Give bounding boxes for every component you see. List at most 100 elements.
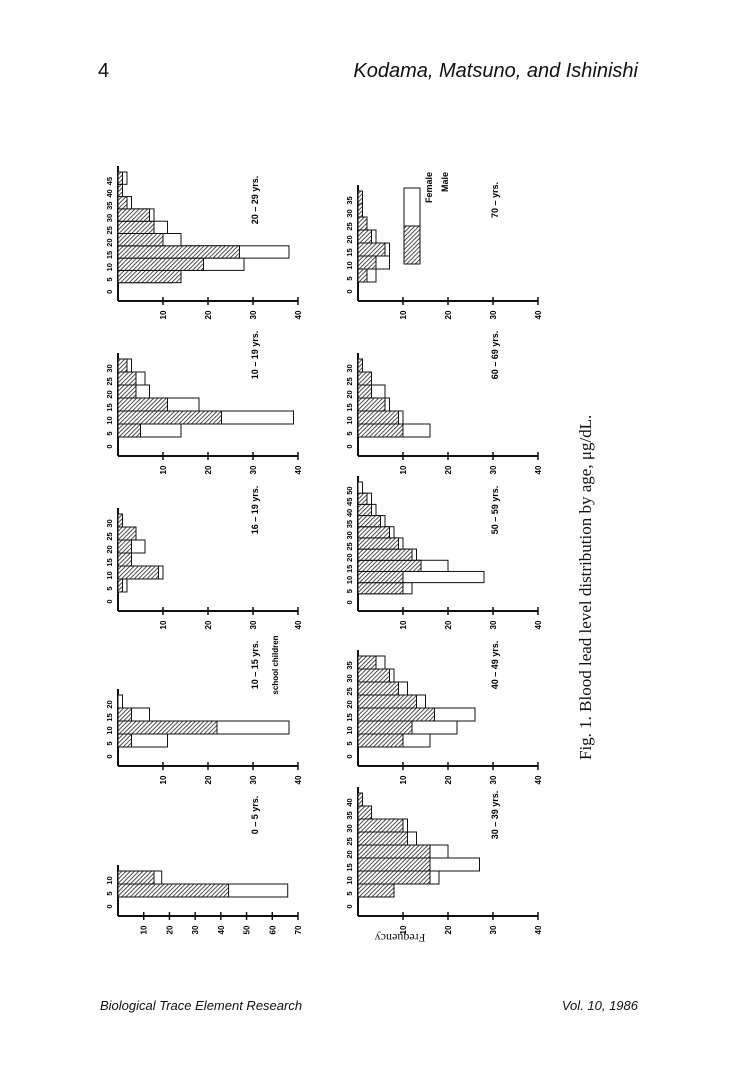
category-tick-label: 35 [105,202,114,210]
frequency-tick-label: 20 [204,620,213,629]
bar-male [357,397,386,412]
panel-title: 0 – 5 yrs. [250,796,260,835]
frequency-tick-label: 10 [140,925,149,934]
panel-title: 60 – 69 yrs. [490,331,500,380]
frequency-tick-label: 40 [217,925,226,934]
frequency-tick-label: 10 [399,465,408,474]
frequency-tick-label: 30 [249,775,258,784]
category-tick-label: 25 [345,377,354,385]
bar-male [117,883,230,898]
frequency-tick-label: 20 [444,465,453,474]
category-tick-label: 10 [345,261,354,269]
bar-male [117,358,128,373]
category-tick-label: 20 [345,390,354,398]
category-tick-label: 35 [345,196,354,204]
bar-male [357,358,363,373]
frequency-tick-label: 10 [159,310,168,319]
category-tick-label: 15 [345,863,354,871]
legend-male-swatch [403,225,421,265]
panel-title: 70 – yrs. [490,182,500,218]
category-tick-label: 40 [345,509,354,517]
panel-title: 10 – 15 yrs. [250,641,260,690]
bar-male [117,707,132,722]
bar-male [357,733,404,748]
panel-title: 50 – 59 yrs. [490,486,500,535]
category-tick-label: 25 [105,377,114,385]
category-tick-label: 20 [345,700,354,708]
bar-male [357,384,372,399]
legend-female-swatch [403,187,421,227]
bar-male [117,565,159,580]
category-tick-label: 30 [105,214,114,222]
bar-male [117,384,137,399]
frequency-tick-label: 10 [399,620,408,629]
category-tick-label: 20 [105,238,114,246]
frequency-tick-label: 10 [399,775,408,784]
legend: Female Male [403,172,450,265]
bar-male [357,268,368,283]
frequency-tick-label: 20 [204,465,213,474]
frequency-tick-label: 30 [191,925,200,934]
frequency-tick-label: 20 [204,775,213,784]
category-tick-label: 0 [105,444,114,448]
frequency-tick-label: 30 [249,465,258,474]
bar-male [117,220,155,234]
frequency-tick-label: 40 [534,620,543,629]
category-tick-label: 15 [105,251,114,259]
category-tick-label: 0 [345,289,354,293]
category-tick-label: 0 [345,444,354,448]
category-tick-label: 25 [105,226,114,234]
bar-male [357,548,413,561]
category-tick-label: 5 [345,891,354,895]
y-axis-label: Frequency [374,931,426,945]
bar-male [357,870,431,885]
bar-male [357,720,413,735]
category-tick-label: 35 [345,661,354,669]
category-tick-label: 35 [345,520,354,528]
category-tick-label: 25 [345,837,354,845]
frequency-tick-label: 30 [249,620,258,629]
legend-female-label: Female [424,172,434,203]
frequency-tick-label: 30 [489,775,498,784]
running-header-authors: Kodama, Matsuno, and Ishinishi [353,60,638,82]
bar-male [117,733,132,748]
bar-male [357,818,404,833]
bar-male [357,229,372,244]
category-tick-label: 0 [345,600,354,604]
category-tick-label: 25 [345,542,354,550]
bar-male [117,410,222,425]
frequency-tick-label: 40 [534,925,543,934]
frequency-tick-label: 40 [294,465,303,474]
bar-male [357,844,431,859]
frequency-tick-label: 60 [268,925,277,934]
bar-male [357,371,372,386]
category-tick-label: 0 [345,904,354,908]
frequency-tick-label: 10 [159,775,168,784]
bar-male [357,503,372,517]
bar-male [117,371,137,386]
category-tick-label: 10 [105,876,114,884]
bar-male [357,668,390,683]
footer-journal: Biological Trace Element Research [100,998,303,1013]
bar-male [357,216,368,231]
category-tick-label: 15 [345,713,354,721]
category-tick-label: 35 [345,811,354,819]
category-tick-label: 40 [345,798,354,806]
bar-male [357,410,399,425]
category-tick-label: 5 [105,586,114,590]
category-tick-label: 30 [345,531,354,539]
category-tick-label: 5 [345,276,354,280]
category-tick-label: 10 [345,876,354,884]
category-tick-label: 0 [105,599,114,603]
category-tick-label: 15 [105,558,114,566]
page-number: 4 [98,60,110,82]
figure-caption: Fig. 1. Blood lead level distribution by… [576,414,595,760]
frequency-tick-label: 30 [249,310,258,319]
frequency-tick-label: 20 [444,775,453,784]
category-tick-label: 15 [345,403,354,411]
bar-male [117,539,132,554]
bar-male [117,552,132,567]
bar-male [357,582,404,595]
bar-male [357,694,417,709]
